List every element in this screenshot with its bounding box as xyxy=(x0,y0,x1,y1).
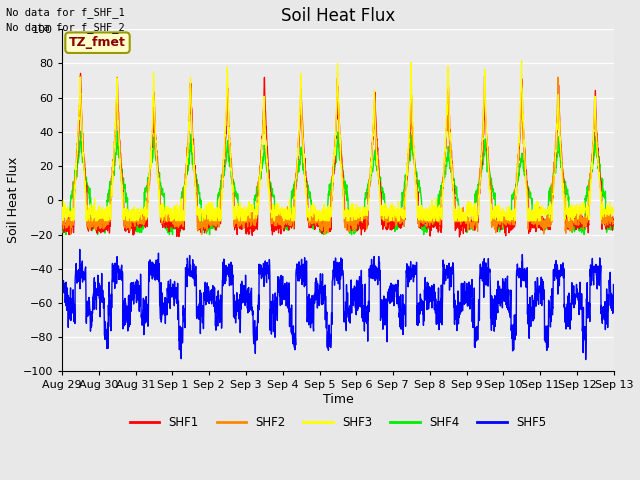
X-axis label: Time: Time xyxy=(323,393,353,406)
Text: No data for f_SHF_1: No data for f_SHF_1 xyxy=(6,7,125,18)
Text: No data for f_SHF_2: No data for f_SHF_2 xyxy=(6,22,125,33)
Legend: SHF1, SHF2, SHF3, SHF4, SHF5: SHF1, SHF2, SHF3, SHF4, SHF5 xyxy=(125,411,551,434)
Title: Soil Heat Flux: Soil Heat Flux xyxy=(281,7,395,25)
Y-axis label: Soil Heat Flux: Soil Heat Flux xyxy=(7,157,20,243)
Text: TZ_fmet: TZ_fmet xyxy=(69,36,126,49)
